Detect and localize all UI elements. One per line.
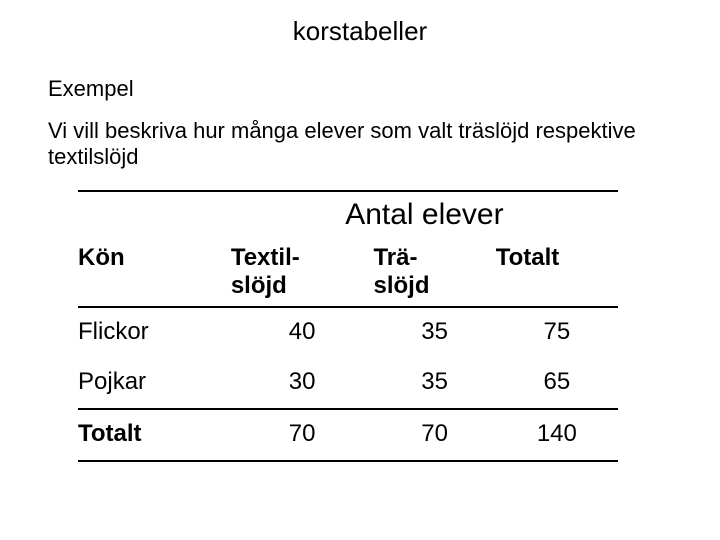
cell: 40: [231, 307, 374, 358]
row-label-header: Kön: [78, 236, 231, 307]
super-header-cell: Antal elever: [231, 191, 618, 236]
table-row: Flickor 40 35 75: [78, 307, 618, 358]
row-label: Pojkar: [78, 358, 231, 409]
col1-header: Textil- slöjd: [231, 236, 374, 307]
page-title: korstabeller: [0, 16, 720, 47]
slide: korstabeller Exempel Vi vill beskriva hu…: [0, 0, 720, 540]
row-label: Flickor: [78, 307, 231, 358]
cell: 140: [496, 409, 618, 461]
cell: 35: [373, 307, 495, 358]
crosstab-table: Antal elever Kön Textil- slöjd Trä- slöj…: [78, 190, 618, 462]
cell: 35: [373, 358, 495, 409]
cell: 30: [231, 358, 374, 409]
cell: 75: [496, 307, 618, 358]
cell: 65: [496, 358, 618, 409]
table-column-headers: Kön Textil- slöjd Trä- slöjd Totalt: [78, 236, 618, 307]
table-row-totals: Totalt 70 70 140: [78, 409, 618, 461]
table-super-header: Antal elever: [78, 191, 618, 236]
row-label: Totalt: [78, 409, 231, 461]
description-text: Vi vill beskriva hur många elever som va…: [48, 118, 648, 171]
cell: 70: [231, 409, 374, 461]
cell: 70: [373, 409, 495, 461]
col3-header: Totalt: [496, 236, 618, 307]
col2-header: Trä- slöjd: [373, 236, 495, 307]
example-label: Exempel: [48, 76, 134, 102]
table-row: Pojkar 30 35 65: [78, 358, 618, 409]
